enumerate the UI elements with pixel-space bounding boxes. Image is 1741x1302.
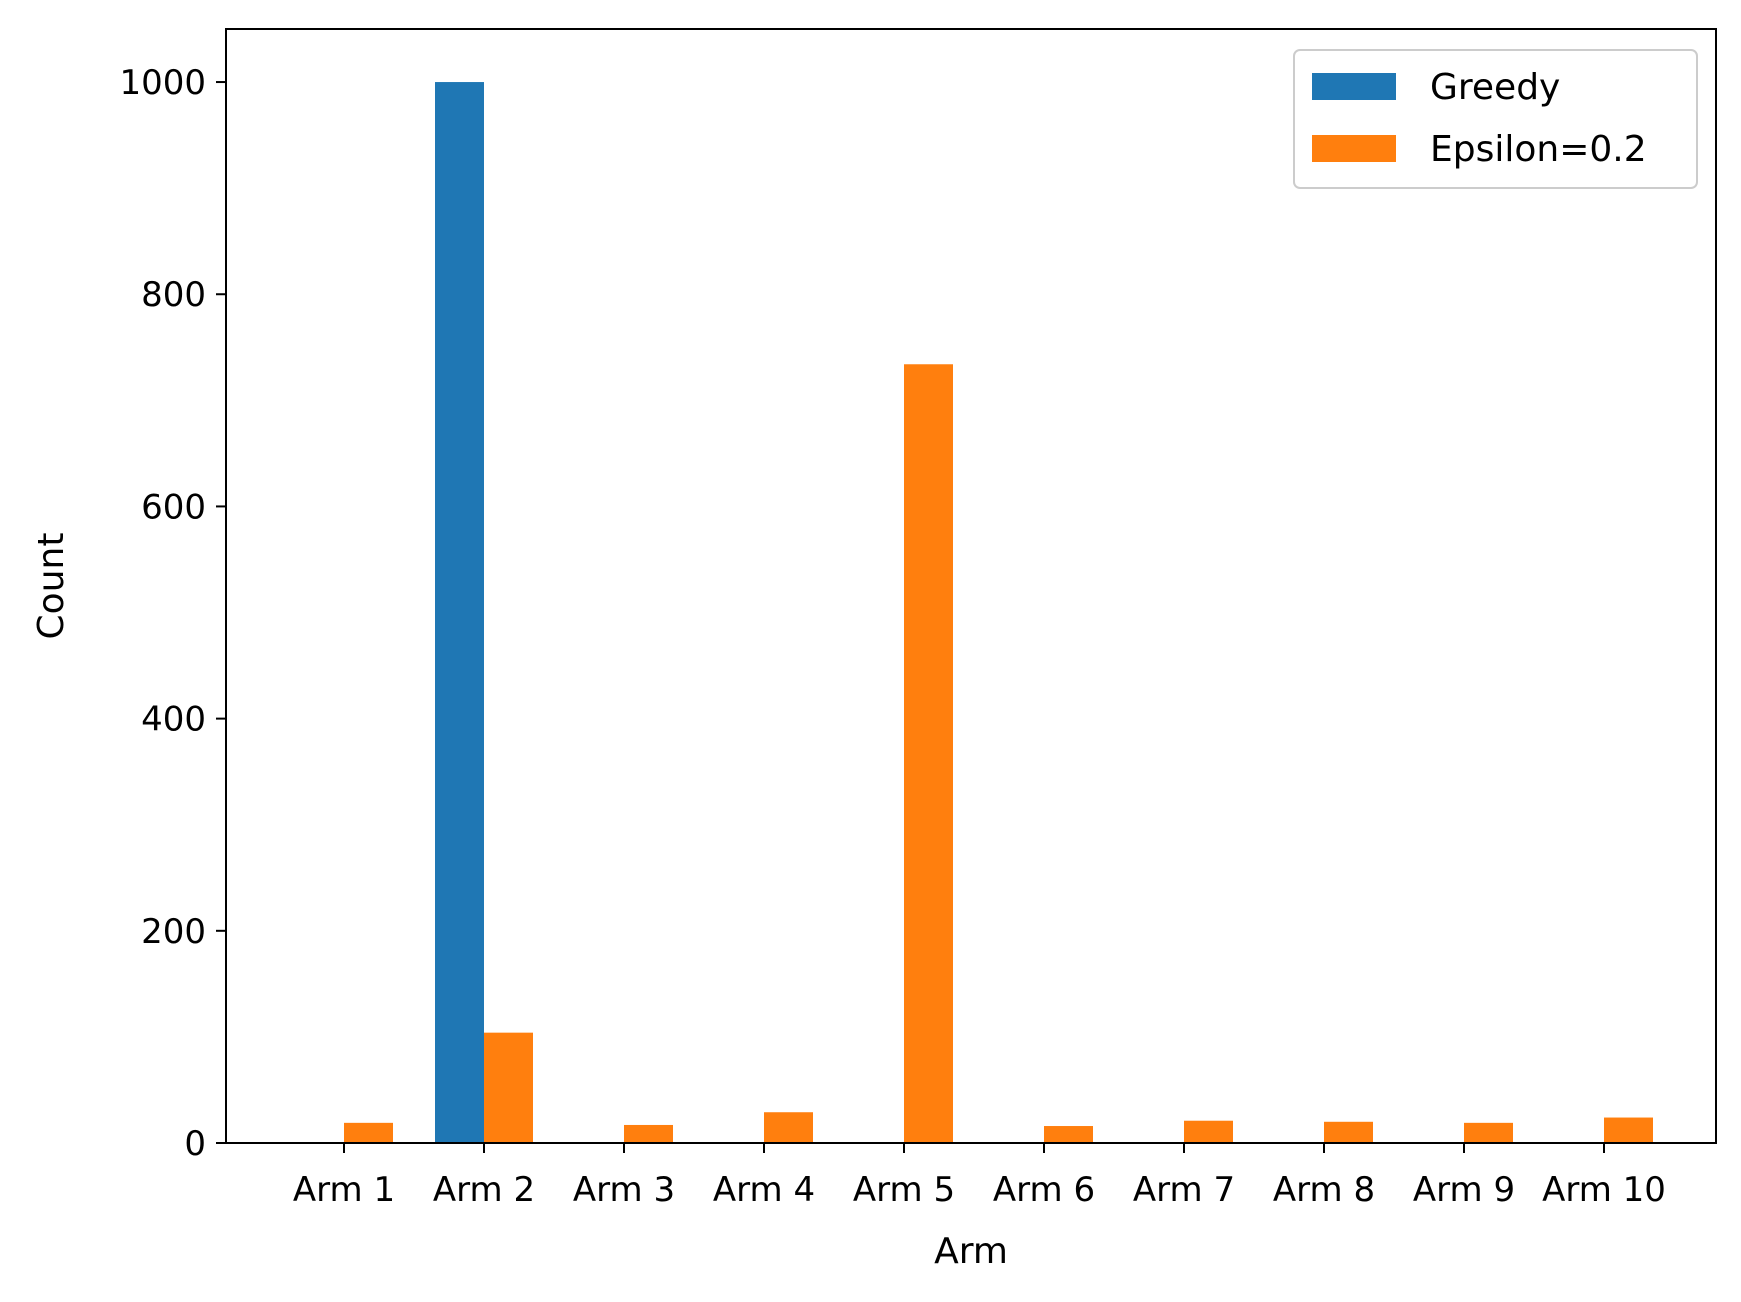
x-tick-label: Arm 1 (293, 1170, 395, 1210)
legend-swatch-greedy (1312, 73, 1396, 100)
bar-epsilon-10 (1604, 1117, 1653, 1143)
bar-epsilon-1 (344, 1122, 393, 1143)
y-axis: 0 200 400 600 800 1000 (119, 63, 226, 1164)
legend-label-epsilon: Epsilon=0.2 (1430, 129, 1647, 170)
bar-epsilon-3 (624, 1124, 673, 1143)
legend-swatch-epsilon (1312, 135, 1396, 162)
x-tick-label: Arm 2 (433, 1170, 535, 1210)
x-tick-label: Arm 9 (1413, 1170, 1515, 1210)
bar-epsilon-7 (1184, 1120, 1233, 1143)
x-tick-label: Arm 8 (1273, 1170, 1375, 1210)
y-tick-label: 800 (141, 275, 206, 315)
y-axis-label: Count (31, 533, 72, 640)
y-tick-label: 0 (184, 1124, 206, 1164)
bar-greedy-2 (435, 82, 484, 1144)
x-tick-label: Arm 3 (573, 1170, 675, 1210)
bar-epsilon-9 (1464, 1122, 1513, 1143)
x-tick-label: Arm 4 (713, 1170, 815, 1210)
bar-epsilon-6 (1044, 1126, 1093, 1143)
x-tick-label: Arm 6 (993, 1170, 1095, 1210)
bar-epsilon-4 (764, 1112, 813, 1143)
y-tick-label: 200 (141, 912, 206, 952)
legend-label-greedy: Greedy (1430, 67, 1560, 108)
y-tick-label: 600 (141, 487, 206, 527)
bar-epsilon-5 (904, 364, 953, 1143)
x-tick-label: Arm 7 (1133, 1170, 1235, 1210)
bar-epsilon-2 (484, 1032, 533, 1143)
legend: Greedy Epsilon=0.2 (1293, 49, 1698, 189)
x-axis: Arm 1 Arm 2 Arm 3 Arm 4 Arm 5 Arm 6 Arm 7 Arm 8… (293, 1143, 1666, 1210)
y-tick-label: 1000 (119, 63, 206, 103)
x-tick-label: Arm 10 (1542, 1170, 1666, 1210)
bar-epsilon-8 (1324, 1121, 1373, 1143)
y-tick-label: 400 (141, 700, 206, 740)
plot-frame (225, 28, 1717, 1144)
x-axis-label: Arm (934, 1231, 1008, 1272)
x-tick-label: Arm 5 (853, 1170, 955, 1210)
bars (344, 82, 1653, 1144)
